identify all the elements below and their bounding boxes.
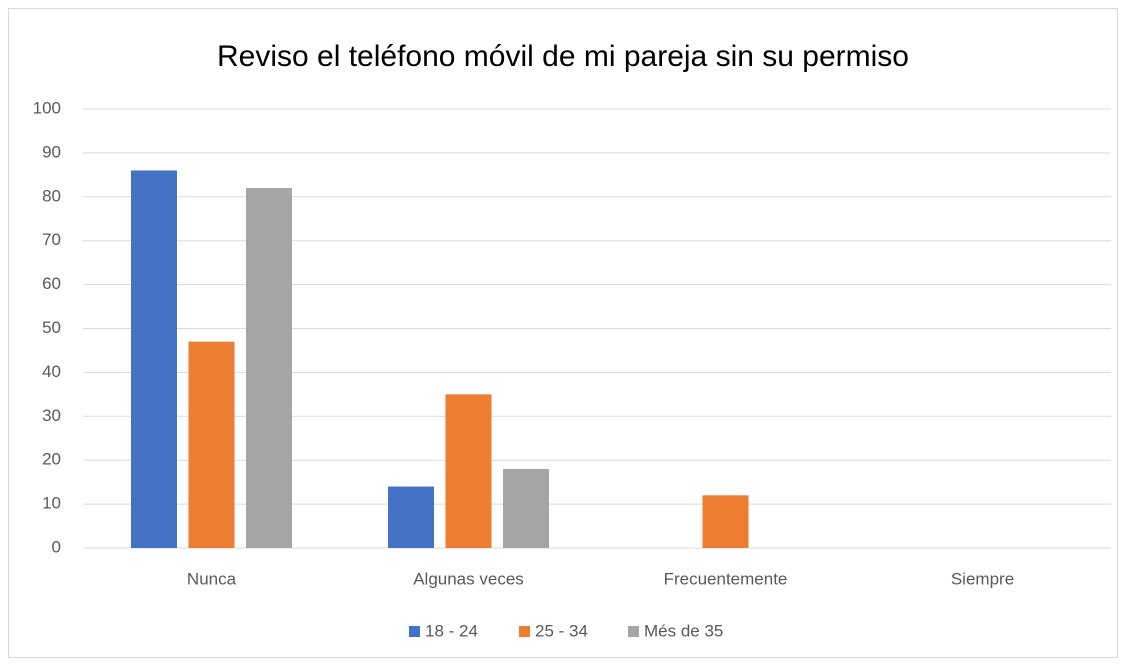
x-tick-label: Algunas veces bbox=[413, 569, 524, 588]
legend-swatch bbox=[409, 626, 420, 637]
chart-border bbox=[8, 8, 1118, 658]
x-tick-label: Siempre bbox=[951, 569, 1014, 588]
chart-title: Reviso el teléfono móvil de mi pareja si… bbox=[217, 40, 909, 73]
y-tick-label: 60 bbox=[42, 274, 61, 293]
legend-label: Més de 35 bbox=[644, 621, 723, 640]
legend-swatch bbox=[628, 626, 639, 637]
bar bbox=[702, 495, 749, 548]
y-tick-label: 30 bbox=[42, 406, 61, 425]
y-tick-label: 40 bbox=[42, 362, 61, 381]
bar bbox=[188, 341, 235, 548]
bar bbox=[388, 486, 434, 548]
x-tick-label: Frecuentemente bbox=[664, 569, 788, 588]
y-tick-label: 0 bbox=[52, 537, 61, 556]
x-tick-label: Nunca bbox=[187, 569, 237, 588]
legend-swatch bbox=[519, 626, 530, 637]
y-tick-label: 70 bbox=[42, 230, 61, 249]
bar bbox=[503, 468, 549, 548]
y-tick-label: 80 bbox=[42, 186, 61, 205]
y-tick-label: 50 bbox=[42, 318, 61, 337]
y-tick-label: 10 bbox=[42, 494, 61, 513]
y-tick-label: 100 bbox=[33, 98, 61, 117]
legend-label: 25 - 34 bbox=[535, 621, 588, 640]
y-tick-label: 90 bbox=[42, 142, 61, 161]
bar bbox=[246, 188, 292, 548]
bar bbox=[131, 170, 177, 548]
legend-label: 18 - 24 bbox=[425, 621, 478, 640]
bar bbox=[445, 394, 492, 548]
y-tick-label: 20 bbox=[42, 450, 61, 469]
